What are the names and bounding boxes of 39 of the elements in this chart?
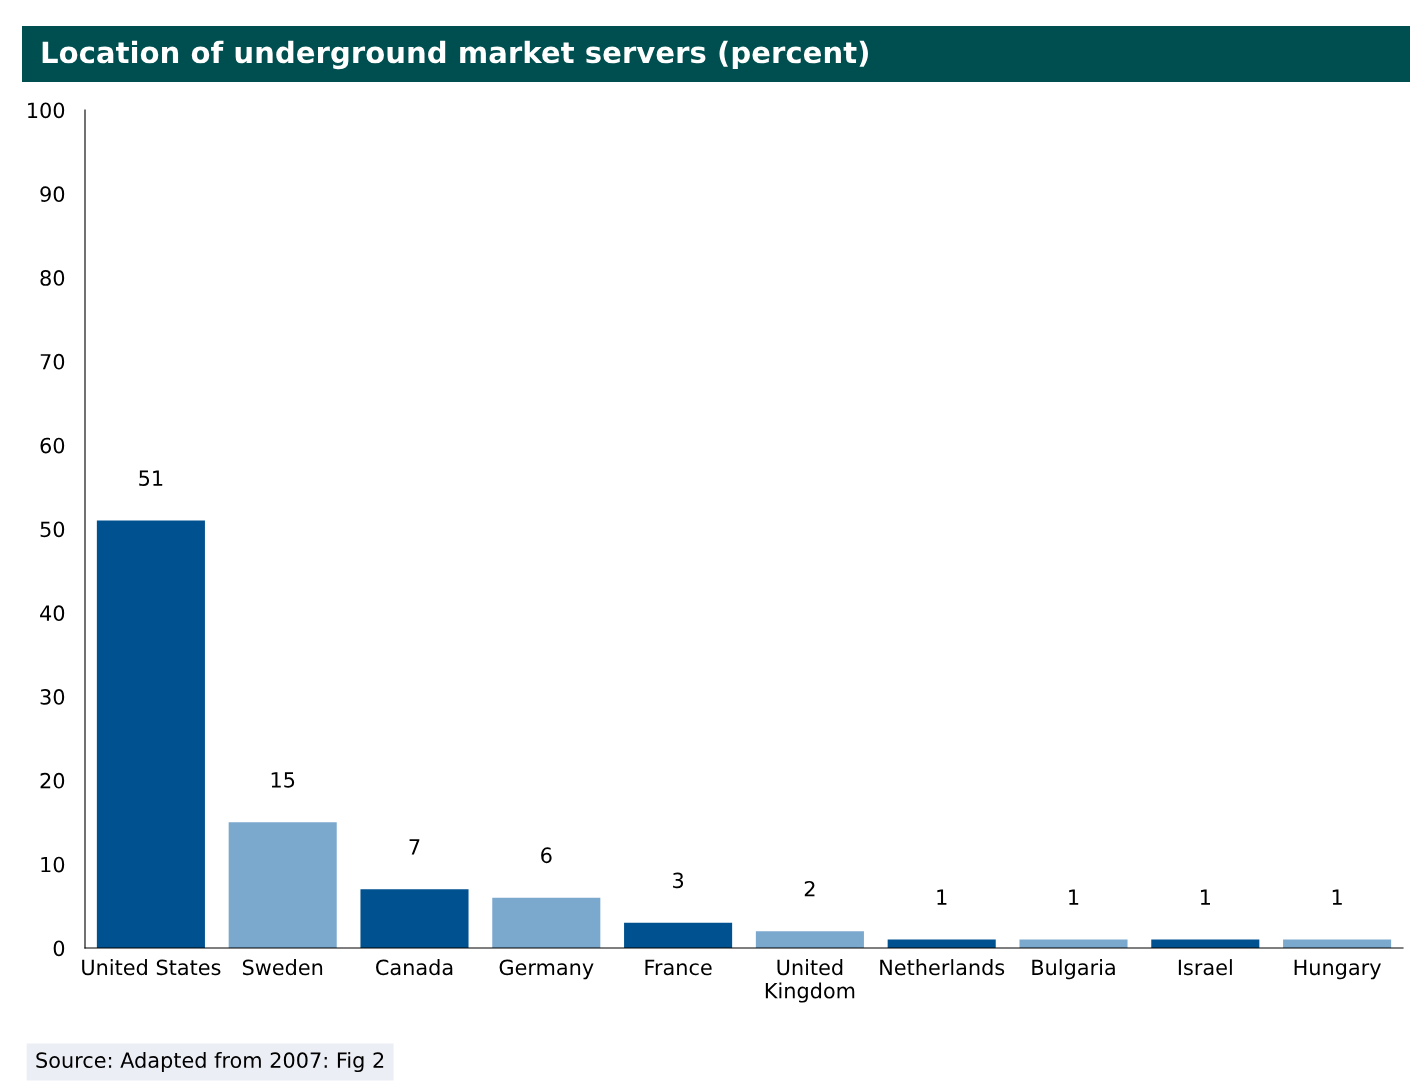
data-label: 1 — [1200, 889, 1210, 905]
bar — [360, 889, 469, 948]
data-label: 1 — [1332, 889, 1342, 905]
x-tick-label: Germany — [499, 959, 594, 980]
x-tick-label: Hungary — [1294, 959, 1381, 980]
bar — [755, 931, 864, 948]
y-tick-label: 40 — [40, 605, 65, 622]
x-tick-label: United States — [82, 959, 221, 976]
data-label: 2 — [804, 880, 815, 897]
y-tick-label: 20 — [40, 772, 65, 789]
y-tick-label: 10 — [41, 856, 65, 873]
y-tick-label: 0 — [53, 940, 65, 957]
data-label: 15 — [271, 772, 295, 788]
bar — [624, 922, 733, 948]
y-tick-label: 100 — [28, 102, 65, 119]
data-label: 51 — [139, 470, 163, 487]
bar — [228, 822, 337, 948]
chart-title: Location of underground market servers (percent) — [42, 40, 868, 70]
data-label: 7 — [409, 839, 420, 855]
y-tick-label: 60 — [40, 437, 65, 454]
x-tick-label: Sweden — [242, 959, 323, 976]
x-tick-label: Israel — [1178, 959, 1232, 976]
y-tick-label: 80 — [40, 270, 65, 286]
data-label: 6 — [541, 847, 552, 864]
x-tick-label: Netherlands — [880, 959, 1005, 976]
y-tick-label: 30 — [40, 689, 65, 705]
x-tick-label: France — [645, 959, 712, 976]
data-label: 1 — [1069, 889, 1079, 905]
bar — [492, 897, 601, 948]
source-note: Source: Adapted from 2007: Fig 2 — [36, 1051, 384, 1073]
x-tick-label: United Kingdom — [765, 959, 855, 1003]
data-label: 3 — [673, 872, 684, 889]
x-tick-label: Canada — [376, 959, 453, 976]
y-tick-label: 50 — [40, 521, 65, 538]
x-tick-label: Bulgaria — [1032, 959, 1115, 980]
bar — [96, 520, 205, 948]
y-tick-label: 70 — [40, 353, 65, 370]
data-label: 1 — [937, 889, 947, 905]
y-tick-label: 90 — [40, 186, 65, 203]
